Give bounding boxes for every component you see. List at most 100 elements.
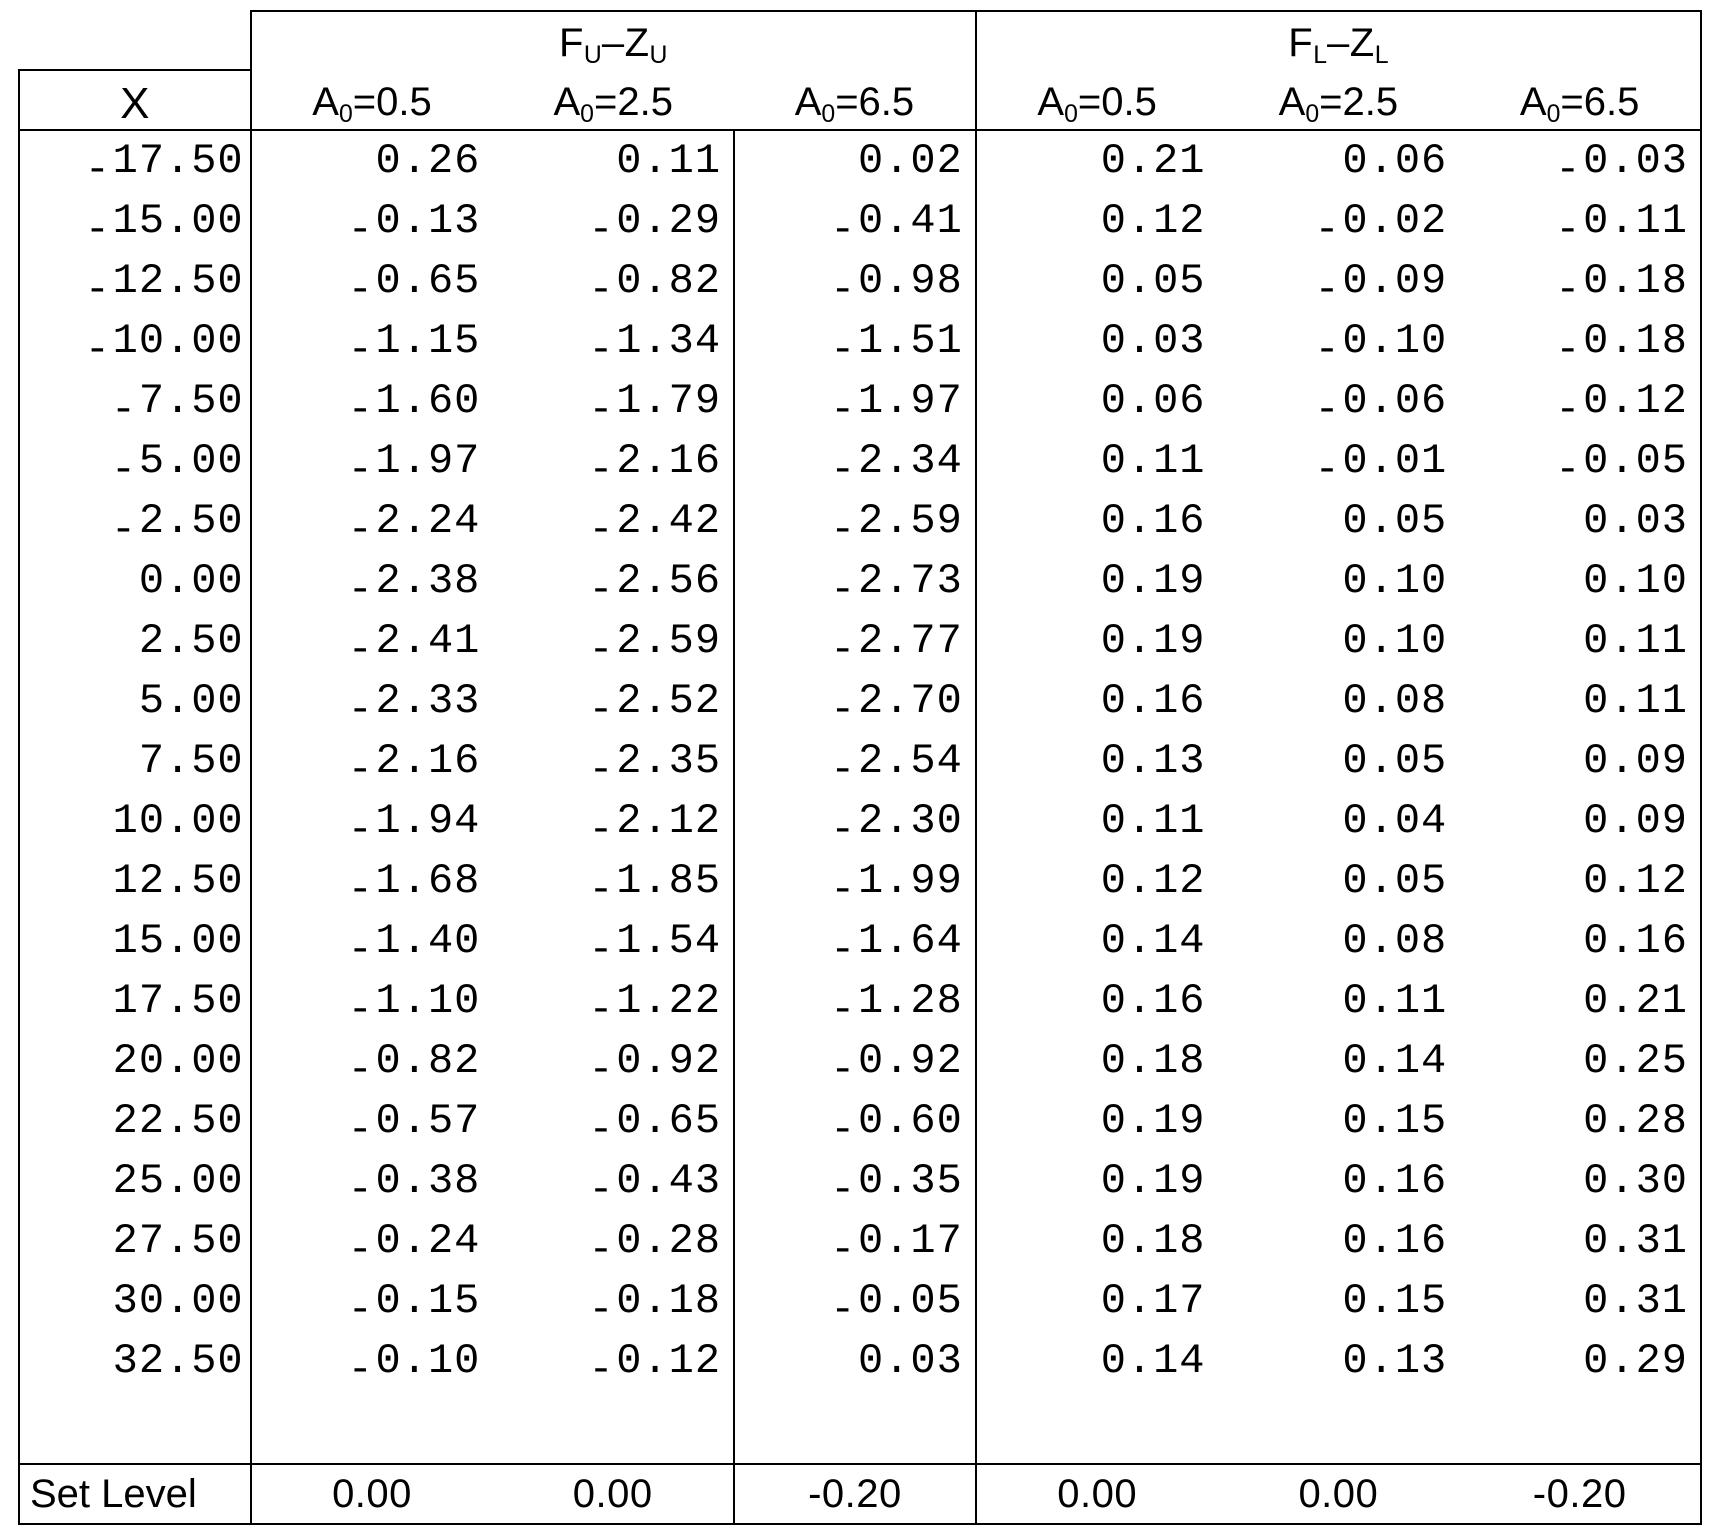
cell-value: -2.34	[734, 431, 976, 491]
table-row: -5.00-1.97-2.16-2.340.11-0.01-0.05	[19, 431, 1701, 491]
cell-value: 0.04	[1218, 791, 1460, 851]
cell-value: 0.11	[976, 791, 1218, 851]
table-row: 27.50-0.24-0.28-0.170.180.160.31	[19, 1211, 1701, 1271]
header-group-u: FU–ZU	[251, 11, 976, 70]
table-row: 5.00-2.33-2.52-2.700.160.080.11	[19, 671, 1701, 731]
cell-value: -1.10	[251, 971, 493, 1031]
table-row: 17.50-1.10-1.22-1.280.160.110.21	[19, 971, 1701, 1031]
cell-value: -0.98	[734, 251, 976, 311]
cell-x: 10.00	[19, 791, 251, 851]
cell-value: -2.42	[492, 491, 734, 551]
table-footer-body: Set Level 0.00 0.00 -0.20 0.00 0.00 -0.2…	[19, 1464, 1701, 1524]
cell-value: 0.26	[251, 130, 493, 191]
cell-value: 0.18	[976, 1211, 1218, 1271]
cell-value: 0.06	[1218, 130, 1460, 191]
cell-value: 0.14	[1218, 1031, 1460, 1091]
spacer-cell	[1459, 1391, 1701, 1464]
cell-value: -0.43	[492, 1151, 734, 1211]
cell-x: -15.00	[19, 191, 251, 251]
cell-value: -1.99	[734, 851, 976, 911]
footer-label: Set Level	[19, 1464, 251, 1524]
table-row: 15.00-1.40-1.54-1.640.140.080.16	[19, 911, 1701, 971]
cell-value: -0.82	[251, 1031, 493, 1091]
cell-value: 0.05	[976, 251, 1218, 311]
cell-value: 0.29	[1459, 1331, 1701, 1391]
cell-value: 0.19	[976, 1151, 1218, 1211]
cell-value: 0.16	[976, 971, 1218, 1031]
cell-value: -0.10	[251, 1331, 493, 1391]
table-row: -7.50-1.60-1.79-1.970.06-0.06-0.12	[19, 371, 1701, 431]
cell-value: -1.64	[734, 911, 976, 971]
header-l-a05: A0=0.5	[976, 70, 1218, 130]
cell-value: -0.18	[1459, 251, 1701, 311]
cell-value: -2.56	[492, 551, 734, 611]
cell-value: -1.54	[492, 911, 734, 971]
cell-value: -0.65	[251, 251, 493, 311]
cell-value: -0.15	[251, 1271, 493, 1331]
cell-value: -0.92	[492, 1031, 734, 1091]
cell-value: 0.15	[1218, 1091, 1460, 1151]
cell-value: -0.38	[251, 1151, 493, 1211]
header-x: X	[19, 70, 251, 130]
cell-value: 0.11	[976, 431, 1218, 491]
table-row: 12.50-1.68-1.85-1.990.120.050.12	[19, 851, 1701, 911]
table-row: -12.50-0.65-0.82-0.980.05-0.09-0.18	[19, 251, 1701, 311]
spacer-cell	[976, 1391, 1218, 1464]
cell-value: 0.09	[1459, 791, 1701, 851]
cell-value: 0.11	[1218, 971, 1460, 1031]
cell-value: -1.51	[734, 311, 976, 371]
cell-value: -1.40	[251, 911, 493, 971]
cell-value: 0.08	[1218, 911, 1460, 971]
cell-value: 0.16	[1218, 1151, 1460, 1211]
cell-value: -1.28	[734, 971, 976, 1031]
cell-value: 0.19	[976, 611, 1218, 671]
cell-value: -0.82	[492, 251, 734, 311]
cell-value: -0.05	[1459, 431, 1701, 491]
spacer-cell	[734, 1391, 976, 1464]
cell-value: 0.11	[1459, 611, 1701, 671]
cell-value: 0.31	[1459, 1271, 1701, 1331]
cell-x: 15.00	[19, 911, 251, 971]
header-u-a05: A0=0.5	[251, 70, 493, 130]
cell-value: -1.97	[734, 371, 976, 431]
cell-value: 0.13	[1218, 1331, 1460, 1391]
footer-val-2: 0.00	[492, 1464, 734, 1524]
header-group-l: FL–ZL	[976, 11, 1701, 70]
spacer-cell	[492, 1391, 734, 1464]
cell-value: -0.41	[734, 191, 976, 251]
cell-x: -17.50	[19, 130, 251, 191]
data-table: FU–ZU FL–ZL X A0=0.5 A0=2.5 A0=6.5 A0=0.…	[18, 10, 1702, 1525]
cell-value: 0.11	[1459, 671, 1701, 731]
table-row: 0.00-2.38-2.56-2.730.190.100.10	[19, 551, 1701, 611]
cell-value: 0.25	[1459, 1031, 1701, 1091]
cell-value: 0.12	[976, 191, 1218, 251]
cell-value: -0.28	[492, 1211, 734, 1271]
cell-value: 0.11	[492, 130, 734, 191]
cell-value: -0.09	[1218, 251, 1460, 311]
cell-value: -2.35	[492, 731, 734, 791]
cell-value: -0.65	[492, 1091, 734, 1151]
cell-value: -1.79	[492, 371, 734, 431]
cell-value: -2.73	[734, 551, 976, 611]
cell-value: 0.18	[976, 1031, 1218, 1091]
cell-x: 5.00	[19, 671, 251, 731]
page: FU–ZU FL–ZL X A0=0.5 A0=2.5 A0=6.5 A0=0.…	[0, 0, 1720, 1531]
cell-value: -1.97	[251, 431, 493, 491]
cell-value: -0.05	[734, 1271, 976, 1331]
footer-val-5: 0.00	[1218, 1464, 1460, 1524]
cell-x: 32.50	[19, 1331, 251, 1391]
cell-value: 0.02	[734, 130, 976, 191]
cell-value: -0.06	[1218, 371, 1460, 431]
cell-value: -2.16	[492, 431, 734, 491]
cell-value: -1.60	[251, 371, 493, 431]
table-body: -17.500.260.110.020.210.06-0.03-15.00-0.…	[19, 130, 1701, 1464]
spacer-cell	[1218, 1391, 1460, 1464]
cell-value: -0.35	[734, 1151, 976, 1211]
cell-x: 7.50	[19, 731, 251, 791]
footer-val-1: 0.00	[251, 1464, 493, 1524]
cell-value: -0.02	[1218, 191, 1460, 251]
cell-x: 17.50	[19, 971, 251, 1031]
cell-value: -0.24	[251, 1211, 493, 1271]
footer-val-4: 0.00	[976, 1464, 1218, 1524]
cell-value: 0.03	[976, 311, 1218, 371]
